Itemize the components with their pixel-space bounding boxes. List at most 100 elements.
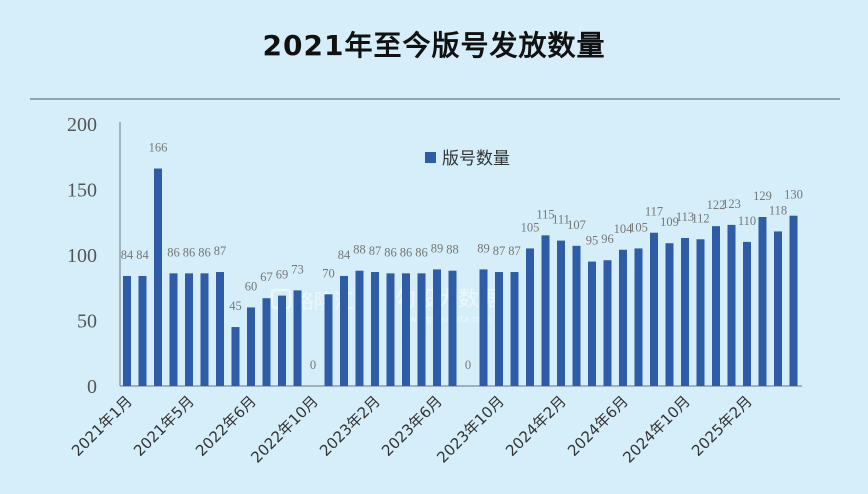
data-label: 88: [353, 243, 366, 257]
bar: [510, 272, 519, 386]
x-tick-label: 2021年1月: [68, 392, 136, 460]
data-label: 70: [322, 266, 335, 280]
data-label: 89: [431, 241, 444, 255]
data-label: 0: [465, 358, 471, 372]
bar: [262, 298, 271, 386]
data-label: 86: [400, 245, 413, 259]
bar: [355, 270, 364, 386]
data-label: 109: [660, 215, 679, 229]
y-tick-label: 0: [87, 376, 97, 398]
x-tick-label: 2022年10月: [247, 392, 321, 466]
x-tick-label: 2022年6月: [192, 392, 260, 460]
bar: [495, 272, 503, 386]
bar: [386, 273, 395, 386]
bar: [448, 270, 457, 386]
bar: [650, 232, 658, 386]
data-label: 117: [645, 205, 663, 219]
chart-title: 2021年至今版号发放数量: [262, 29, 606, 62]
bar: [681, 237, 689, 386]
bar: [588, 261, 596, 386]
bar: [123, 275, 131, 386]
legend-label: 版号数量: [442, 149, 510, 169]
data-label: 86: [183, 245, 196, 259]
bar: [154, 168, 162, 386]
y-tick-label: 200: [67, 114, 97, 136]
bar: [479, 269, 488, 386]
bar: [541, 235, 550, 386]
bars: [123, 168, 798, 386]
data-label: 45: [229, 299, 242, 313]
data-label: 87: [214, 244, 227, 258]
bar: [138, 275, 147, 386]
data-label: 84: [121, 248, 134, 262]
x-tick-label: 2024年10月: [619, 392, 693, 466]
bar: [712, 226, 720, 386]
bar: [526, 248, 534, 386]
bar: [758, 217, 767, 386]
data-label: 87: [369, 244, 382, 258]
bar: [727, 224, 736, 386]
data-label: 105: [629, 220, 648, 234]
bar: [417, 273, 426, 386]
data-label: 96: [601, 232, 614, 246]
bar: [774, 231, 782, 386]
data-label: 113: [676, 210, 694, 224]
bar: [789, 215, 798, 386]
data-label: 112: [691, 211, 709, 225]
data-label: 84: [338, 248, 351, 262]
data-label: 87: [508, 244, 521, 258]
data-label: 122: [707, 198, 726, 212]
data-label: 130: [784, 188, 803, 202]
bar: [231, 327, 240, 386]
data-label: 166: [149, 141, 168, 155]
y-tick-label: 150: [67, 180, 97, 202]
x-tick-label: 2023年10月: [433, 392, 507, 466]
bar: [557, 240, 565, 386]
data-label: 73: [291, 262, 304, 276]
bar: [696, 239, 705, 386]
data-label: 88: [446, 243, 459, 257]
data-label: 60: [245, 279, 258, 293]
data-label: 118: [769, 203, 787, 217]
bar: [603, 260, 612, 386]
x-tick-label: 2023年6月: [378, 392, 446, 460]
bar: [216, 272, 224, 386]
data-label: 95: [586, 234, 599, 248]
data-label: 111: [552, 213, 570, 227]
bar: [433, 269, 441, 386]
data-label: 110: [738, 214, 756, 228]
data-label: 69: [276, 268, 289, 282]
legend-swatch: [425, 152, 436, 163]
bar: [572, 245, 581, 386]
data-label: 104: [614, 222, 634, 236]
bar: [200, 273, 209, 386]
bar: [743, 241, 751, 386]
bar: [169, 273, 178, 386]
bar: [247, 307, 255, 386]
bar: [278, 295, 286, 386]
bar: [293, 290, 302, 386]
x-tick-label: 2024年2月: [502, 392, 570, 460]
data-label: 129: [753, 189, 772, 203]
bar: [185, 273, 193, 386]
data-label: 89: [477, 241, 490, 255]
bar: [324, 294, 333, 386]
data-label: 86: [167, 245, 180, 259]
x-tick-label: 2023年2月: [316, 392, 384, 460]
data-label: 107: [567, 218, 586, 232]
bar: [619, 249, 627, 386]
data-label: 84: [136, 248, 149, 262]
data-label: 86: [384, 245, 397, 259]
data-label: 115: [536, 207, 554, 221]
bar: [634, 248, 643, 386]
data-label: 67: [260, 270, 273, 284]
title-divider: [30, 98, 840, 100]
x-tick-label: 2021年5月: [130, 392, 198, 460]
data-label: 123: [722, 197, 741, 211]
bar: [665, 243, 674, 386]
x-tick-labels: 2021年1月2021年5月2022年6月2022年10月2023年2月2023…: [68, 392, 756, 466]
data-label: 105: [521, 220, 540, 234]
